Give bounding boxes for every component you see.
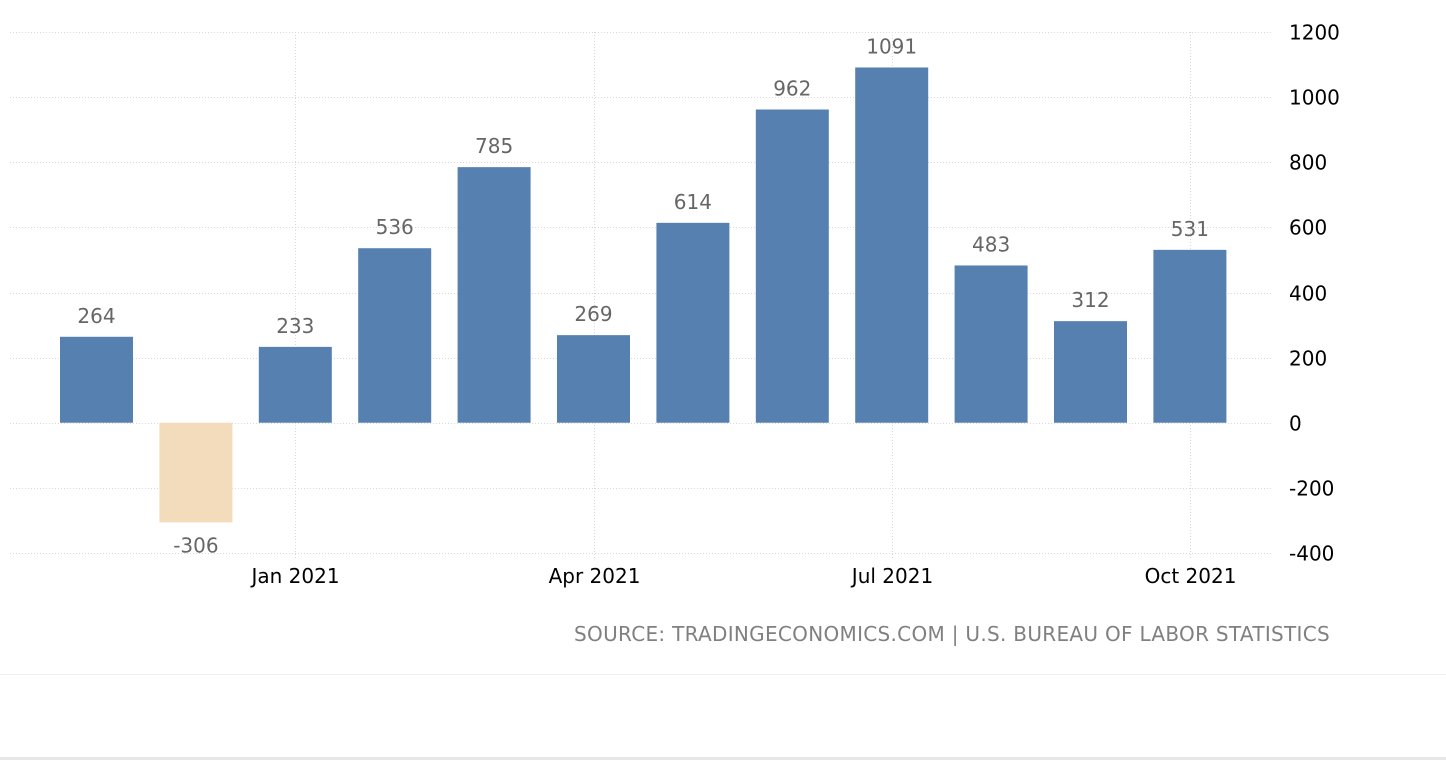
y-tick-label: 800 [1289,151,1327,175]
x-tick-label: Jan 2021 [249,564,339,588]
divider [0,674,1446,675]
bottom-border [0,757,1446,760]
x-axis: Jan 2021 Apr 2021 Jul 2021 Oct 2021 [249,564,1236,588]
data-labels: 264 -306 233 536 785 269 614 962 1091 483 312 531 [77,34,1209,557]
data-label: 962 [773,76,811,100]
y-tick-label: 200 [1289,347,1327,371]
y-axis: 1200 1000 800 600 400 200 0 -200 -400 [1289,21,1340,566]
bar-chart: 264 -306 233 536 785 269 614 962 1091 483 312 531 1… [10,21,1340,588]
data-label: 233 [276,314,314,338]
data-label: 264 [77,304,115,328]
y-tick-label: 0 [1289,412,1302,436]
y-tick-label: -200 [1289,477,1334,501]
source-attribution: SOURCE: TRADINGECONOMICS.COM | U.S. BURE… [574,622,1330,646]
bar[interactable] [557,335,630,423]
bar[interactable] [358,248,432,423]
x-tick-label: Jul 2021 [850,564,933,588]
data-label: 536 [376,215,414,239]
y-tick-label: 1200 [1289,21,1340,45]
data-label: 614 [674,190,712,214]
y-tick-label: -400 [1289,542,1334,566]
bar[interactable] [60,336,133,423]
bar[interactable] [159,422,233,523]
data-label: 269 [574,302,612,326]
bar[interactable] [1054,321,1127,423]
x-tick-label: Apr 2021 [549,564,641,588]
data-label: -306 [173,533,218,557]
y-tick-label: 600 [1289,216,1327,240]
x-tick-label: Oct 2021 [1145,564,1237,588]
bar[interactable] [656,222,730,423]
bar[interactable] [755,109,829,423]
data-label: 785 [475,134,513,158]
bar[interactable] [457,167,531,423]
data-label: 531 [1171,217,1209,241]
bar[interactable] [954,265,1028,423]
bars [60,67,1227,523]
data-label: 1091 [866,34,917,58]
bar[interactable] [258,346,332,423]
bar[interactable] [1153,249,1227,423]
y-tick-label: 1000 [1289,86,1340,110]
data-label: 312 [1071,288,1109,312]
data-label: 483 [972,232,1010,256]
bar[interactable] [855,67,929,423]
y-tick-label: 400 [1289,282,1327,306]
